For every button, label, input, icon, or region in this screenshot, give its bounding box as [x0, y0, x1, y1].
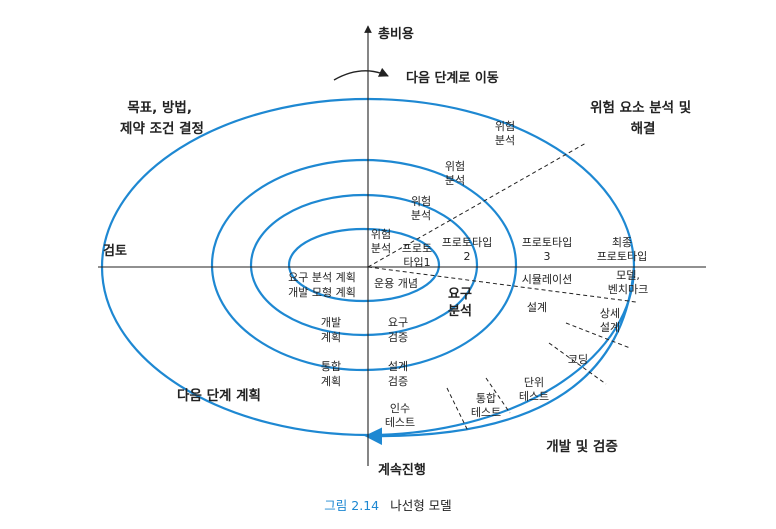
- development-plan: 개발 계획: [321, 316, 341, 344]
- next-phase-label: 다음 단계로 이동: [406, 70, 499, 86]
- prototype-2: 프로토타입 2: [442, 236, 493, 263]
- risk-analysis-4: 위험 분석: [495, 120, 515, 147]
- requirements-verification: 요구 검증: [388, 316, 408, 344]
- integration-test: 통합 테스트: [471, 392, 501, 419]
- requirements-analysis: 요구 분석: [448, 287, 472, 319]
- dashed-dividers: [367, 142, 637, 432]
- figure-number: 그림 2.14: [324, 498, 379, 513]
- risk-analysis-2: 위험 분석: [411, 195, 431, 222]
- final-prototype: 최종 프로토타입: [597, 236, 648, 263]
- requirements-plan: 요구 분석 계획 개발 모형 계획: [288, 271, 356, 299]
- prototype-3: 프로토타입 3: [522, 236, 573, 263]
- quadrant-objectives: 목표, 방법, 제약 조건 결정: [120, 99, 204, 137]
- unit-test-divider: [485, 377, 511, 414]
- spiral-ring-3: [210, 158, 518, 372]
- integ-test-divider: [446, 387, 469, 432]
- models-benchmarks: 모델, 벤치마크: [608, 269, 648, 296]
- axes: [98, 25, 706, 466]
- simulation-diagonal-line: [367, 266, 637, 303]
- review-label: 검토: [103, 244, 127, 259]
- total-cost-label: 총비용: [378, 26, 414, 42]
- coding-divider: [548, 342, 607, 385]
- figure-caption: 그림 2.14 나선형 모델: [324, 495, 451, 514]
- next-phase-arrow: [333, 67, 389, 81]
- spiral-ring-1: [287, 227, 441, 303]
- simulation: 시뮬레이션: [522, 273, 573, 286]
- spiral-ring-2: [249, 193, 479, 337]
- coding: 코딩: [568, 353, 588, 366]
- detail-design-divider: [565, 322, 631, 349]
- unit-test: 단위 테스트: [519, 376, 549, 403]
- figure-title: 나선형 모델: [390, 498, 451, 513]
- operation-concept: 운용 개념: [374, 277, 418, 290]
- quadrant-next-plan: 다음 단계 계획: [177, 387, 261, 404]
- risk-analysis-1: 위험 분석: [371, 228, 391, 255]
- design: 설계: [527, 301, 547, 314]
- spiral-outer-arrow: [364, 266, 636, 446]
- quadrant-develop-verify: 개발 및 검증: [546, 438, 618, 455]
- integration-plan: 통합 계획: [321, 360, 341, 388]
- design-verification: 설계 검증: [388, 360, 408, 388]
- continue-label: 계속진행: [378, 462, 426, 478]
- acceptance-test: 인수 테스트: [385, 402, 415, 429]
- prototype-1: 프로토 타입1: [402, 242, 432, 269]
- quadrant-risk: 위험 요소 분석 및 해결: [590, 99, 696, 137]
- detail-design: 상세 설계: [600, 307, 620, 334]
- risk-analysis-3: 위험 분석: [445, 160, 465, 187]
